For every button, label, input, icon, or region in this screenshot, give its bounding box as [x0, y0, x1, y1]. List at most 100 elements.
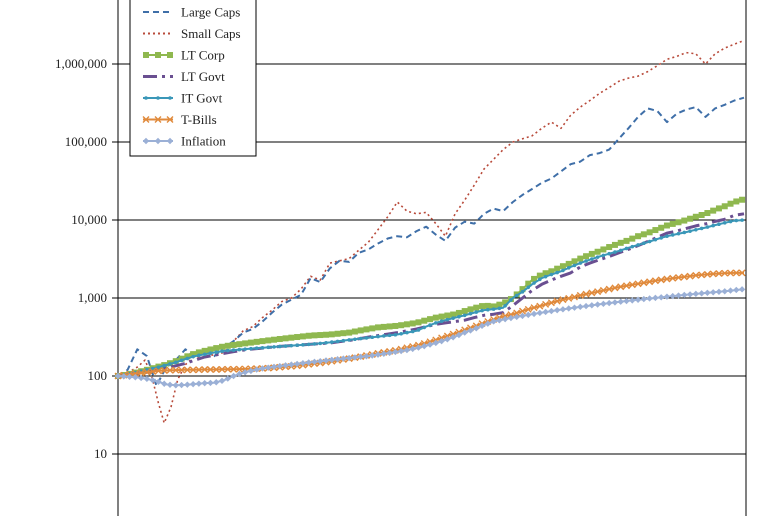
legend-label: LT Corp [181, 48, 225, 63]
series-point [670, 233, 675, 237]
series-point [467, 327, 474, 334]
series-point [583, 253, 590, 260]
series-point [172, 366, 180, 374]
series-point [156, 365, 161, 369]
series-point [636, 243, 640, 247]
series-point [588, 302, 596, 309]
series-point [353, 337, 357, 342]
series-point [653, 237, 658, 242]
series-point [375, 324, 382, 331]
series-point [630, 244, 635, 249]
series-point [555, 270, 559, 275]
series-point [410, 329, 415, 334]
series-point [543, 274, 548, 279]
series-point [160, 367, 168, 375]
series-point [154, 116, 162, 123]
series-point [397, 347, 405, 355]
series-inflation [114, 286, 746, 389]
series-point [224, 375, 231, 382]
series-point [183, 366, 191, 374]
series-point [462, 313, 467, 318]
series-point [185, 356, 190, 361]
series-point [607, 251, 611, 256]
series-point [698, 212, 705, 219]
series-point [634, 280, 642, 288]
series-point [711, 223, 715, 228]
series-point [266, 345, 271, 350]
series-point [652, 227, 659, 234]
series-point [468, 311, 473, 316]
series-point [207, 379, 214, 387]
series-point [386, 349, 393, 357]
series-point [663, 275, 671, 283]
series-lt-corp [115, 196, 746, 379]
series-point [491, 307, 496, 311]
series-point [201, 379, 208, 387]
legend-label: IT Govt [181, 91, 223, 106]
series-point [247, 367, 255, 375]
series-point [426, 341, 434, 348]
series-point [709, 289, 717, 296]
series-point [542, 308, 549, 316]
series-point [553, 306, 561, 314]
series-point [421, 317, 428, 324]
series-point [154, 367, 162, 375]
series-point [312, 342, 317, 346]
series-point [530, 310, 538, 318]
series-point [155, 378, 162, 385]
series-point [387, 333, 392, 338]
series-point [623, 237, 630, 244]
series-point [398, 322, 405, 329]
y-tick-label: 100,000 [65, 134, 107, 149]
series-point [590, 257, 594, 261]
series-point [717, 222, 721, 226]
series-point [225, 348, 230, 353]
series-point [131, 370, 139, 378]
series-point [566, 266, 571, 270]
series-point [582, 302, 590, 310]
series-point [710, 207, 717, 214]
series-point [688, 229, 692, 233]
series-point [520, 290, 525, 294]
series-point [265, 364, 272, 371]
series-point [201, 366, 209, 374]
series-point [224, 342, 231, 349]
series-point [692, 290, 700, 298]
series-point [578, 261, 583, 265]
series-point [230, 341, 237, 348]
y-tick-label: 10,000 [71, 212, 107, 227]
series-point [705, 225, 710, 229]
series-point [623, 282, 630, 290]
series-point [282, 335, 289, 342]
series-point [357, 353, 364, 361]
series-point [474, 310, 479, 314]
series-point [455, 309, 462, 316]
series-point [295, 343, 299, 348]
series-point [392, 322, 399, 329]
series-point [178, 366, 186, 374]
series-point [681, 217, 688, 224]
series-point [189, 366, 197, 374]
series-point [640, 295, 648, 303]
series-point [530, 304, 538, 312]
series-point [143, 375, 151, 383]
series-point [150, 366, 155, 371]
series-point [432, 314, 439, 321]
series-point [623, 297, 630, 305]
series-point [728, 219, 733, 224]
series-point [479, 303, 486, 310]
series-point [721, 269, 729, 277]
series-point [438, 313, 445, 320]
series-point [571, 293, 578, 301]
y-tick-label: 10 [94, 446, 107, 461]
series-point [445, 317, 450, 322]
legend-item-large-caps: Large Caps [143, 5, 240, 20]
series-point [646, 295, 653, 302]
series-point [600, 246, 607, 253]
y-tick-label: 100 [88, 368, 108, 383]
series-point [571, 258, 578, 265]
series-point [611, 284, 619, 292]
series-point [715, 288, 723, 295]
series-point [519, 286, 526, 293]
series-point [588, 250, 595, 257]
